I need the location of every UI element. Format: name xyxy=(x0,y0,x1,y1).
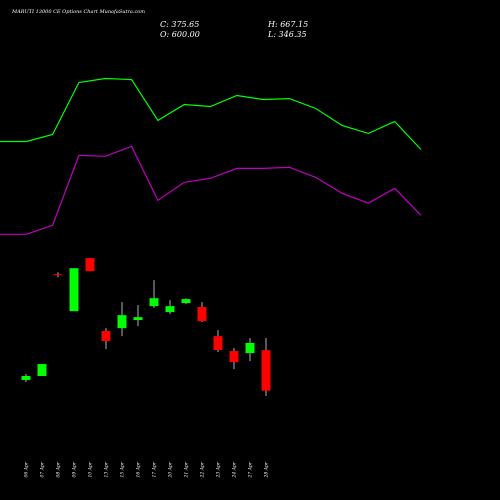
x-tick-label: 17 Apr xyxy=(152,461,158,477)
x-tick-label: 23 Apr xyxy=(216,461,222,478)
close-label: C: 375.65 xyxy=(160,20,199,29)
x-tick-label: 22 Apr xyxy=(200,461,206,478)
candle-body xyxy=(165,306,175,313)
x-tick-label: 28 Apr xyxy=(264,461,270,478)
candle-body xyxy=(117,315,127,329)
x-tick-label: 09 Apr xyxy=(72,461,78,477)
x-tick-label: 08 Apr xyxy=(56,461,62,477)
candle-body xyxy=(181,299,191,304)
candle-body xyxy=(101,331,111,341)
candle-body xyxy=(133,317,143,321)
x-tick-label: 13 Apr xyxy=(104,461,110,477)
x-tick-label: 06 Apr xyxy=(24,461,30,477)
candle-body xyxy=(69,268,79,312)
x-tick-label: 07 Apr xyxy=(40,461,46,477)
candle-body xyxy=(213,336,223,350)
x-tick-label: 20 Apr xyxy=(168,461,174,478)
candle-body xyxy=(37,364,47,376)
x-tick-label: 15 Apr xyxy=(120,461,126,477)
open-label: O: 600.00 xyxy=(160,30,200,39)
low-label: L: 346.35 xyxy=(267,30,307,39)
x-tick-label: 24 Apr xyxy=(232,461,238,478)
x-tick-label: 27 Apr xyxy=(248,461,254,478)
candle-body xyxy=(53,274,63,276)
high-label: H: 667.15 xyxy=(267,20,308,29)
indicator-line xyxy=(0,77,422,150)
candle-body xyxy=(85,258,95,272)
candle-body xyxy=(245,342,255,354)
candle-body xyxy=(261,350,271,391)
candle-body xyxy=(197,307,207,322)
chart-title: MARUTI 13000 CE Options Chart MunafaSutr… xyxy=(11,9,145,15)
candle-body xyxy=(21,375,31,380)
candle-body xyxy=(149,298,159,307)
x-tick-label: 10 Apr xyxy=(88,461,94,477)
candle-body xyxy=(229,351,239,363)
x-tick-label: 21 Apr xyxy=(184,461,190,478)
x-tick-label: 16 Apr xyxy=(136,461,142,477)
indicator-line xyxy=(0,145,422,235)
